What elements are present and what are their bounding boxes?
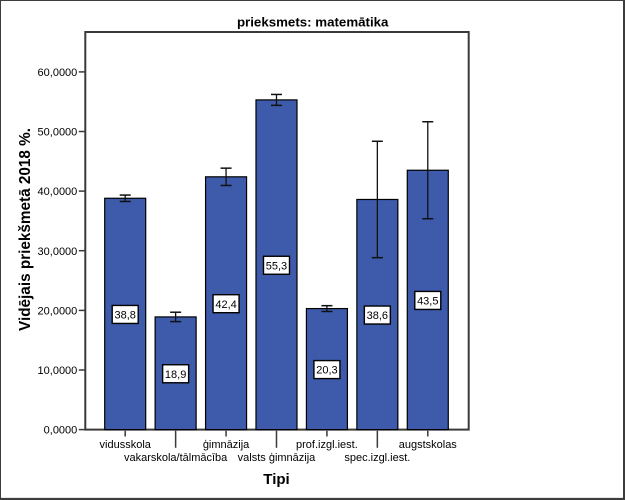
svg-text:18,9: 18,9 [165,369,186,381]
svg-text:55,3: 55,3 [266,260,287,272]
svg-text:Tipi: Tipi [263,471,289,488]
svg-text:spec.izgl.iest.: spec.izgl.iest. [344,452,410,464]
svg-text:40,0000: 40,0000 [38,186,78,198]
svg-text:30,0000: 30,0000 [38,246,78,258]
svg-text:50,0000: 50,0000 [38,127,78,139]
svg-text:42,4: 42,4 [215,299,236,311]
svg-text:prof.izgl.iest.: prof.izgl.iest. [296,439,358,451]
svg-text:augstskolas: augstskolas [399,439,458,451]
svg-text:20,0000: 20,0000 [38,306,78,318]
svg-text:vakarskola/tālmācība: vakarskola/tālmācība [124,452,228,464]
svg-text:ģimnāzija: ģimnāzija [203,438,250,451]
svg-text:20,3: 20,3 [316,365,337,377]
svg-text:prieksmets: matemātika: prieksmets: matemātika [237,15,389,30]
svg-text:vidusskola: vidusskola [100,439,152,451]
svg-text:38,6: 38,6 [367,310,388,322]
svg-text:60,0000: 60,0000 [38,67,78,79]
svg-text:43,5: 43,5 [417,296,438,308]
svg-text:Vidējais priekšmetā 2018 %.: Vidējais priekšmetā 2018 %. [17,128,34,331]
svg-text:0,0000: 0,0000 [44,425,78,437]
svg-text:10,0000: 10,0000 [38,365,78,377]
svg-text:38,8: 38,8 [114,310,135,322]
svg-text:valsts ģimnāzija: valsts ģimnāzija [238,451,317,464]
